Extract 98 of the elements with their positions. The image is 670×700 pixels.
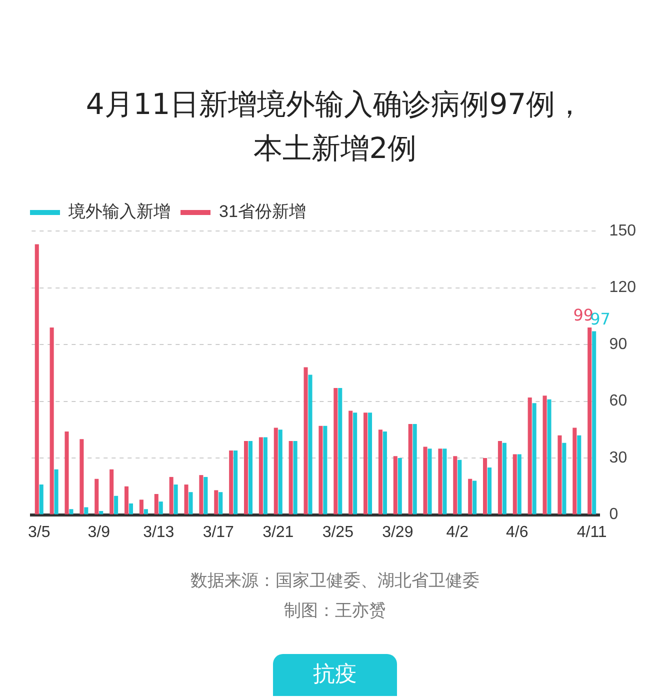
bar (378, 430, 382, 514)
bar (368, 412, 372, 514)
x-tick-label: 4/2 (446, 524, 469, 541)
x-tick-label: 3/9 (88, 524, 110, 541)
bar (483, 458, 488, 514)
bar (364, 412, 368, 514)
bar (577, 435, 582, 514)
x-tick-label: 3/5 (28, 524, 50, 541)
bar (229, 450, 234, 514)
bar (323, 426, 328, 514)
bar (34, 244, 39, 514)
legend-label: 31省份新增 (219, 202, 306, 222)
bar (334, 388, 338, 514)
bar (50, 327, 54, 514)
bar (248, 441, 253, 514)
bar (308, 374, 312, 514)
bar (428, 448, 432, 514)
bar (94, 478, 99, 514)
bar (592, 331, 596, 514)
bar (318, 426, 323, 514)
bar (532, 403, 536, 514)
y-tick-label: 0 (609, 506, 618, 524)
bar (234, 450, 238, 514)
bar (304, 367, 308, 514)
bar (502, 442, 506, 514)
bar (124, 486, 129, 514)
bar (442, 448, 447, 514)
x-tick-label: 3/13 (143, 524, 174, 541)
bar (84, 507, 88, 514)
text: 制图：王亦赟 (283, 600, 387, 623)
bar (472, 480, 477, 514)
bar (199, 475, 204, 514)
bar (128, 503, 134, 514)
bar (154, 494, 158, 514)
bar (423, 446, 428, 514)
x-tick-label: 3/17 (202, 524, 234, 541)
chart-title: 4月11日新增境外输入确诊病例97例，本土新增2例 (85, 86, 585, 167)
bar (64, 432, 69, 514)
bar (288, 441, 293, 514)
x-tick-label: 3/25 (322, 524, 354, 541)
bar (263, 437, 268, 514)
x-tick-label: 3/29 (382, 524, 414, 541)
bar (114, 496, 118, 514)
x-tick-label: 4/11 (576, 524, 607, 541)
bar (458, 460, 462, 514)
bar (139, 500, 144, 514)
bar (39, 484, 44, 514)
bar (293, 441, 298, 514)
bar (512, 454, 517, 514)
bar (542, 396, 547, 514)
bar (393, 456, 398, 514)
bar (204, 476, 208, 514)
bar (158, 502, 163, 514)
bar (69, 509, 74, 514)
text: 抗疫 (273, 654, 397, 696)
bar (218, 492, 223, 514)
source-note: 数据来源：国家卫健委、湖北省卫健委 (190, 570, 480, 593)
x-tick-label: 3/21 (262, 524, 294, 541)
bar (99, 511, 104, 514)
bar (188, 492, 193, 514)
bar (558, 435, 562, 514)
bar (468, 478, 472, 514)
bar (353, 412, 358, 514)
bar (338, 388, 342, 514)
bar (547, 399, 552, 514)
bar (214, 490, 218, 514)
bar (144, 509, 148, 514)
bar (408, 424, 412, 514)
bar (348, 410, 353, 514)
bar (438, 448, 442, 514)
bar (588, 327, 592, 514)
bar (274, 428, 278, 514)
bar (80, 439, 84, 514)
bar (244, 441, 248, 514)
bar (174, 484, 178, 514)
bar (258, 437, 263, 514)
bar (572, 428, 577, 514)
bar (517, 454, 522, 514)
bar (184, 484, 188, 514)
y-tick-label: 60 (609, 392, 628, 410)
bar (382, 432, 387, 514)
y-tick-label: 90 (609, 336, 628, 353)
bar (278, 430, 282, 514)
legend-label: 境外输入新增 (68, 202, 170, 222)
bar (169, 476, 174, 514)
y-tick-label: 30 (609, 449, 628, 466)
bar (487, 468, 492, 514)
bar (110, 469, 114, 514)
bar (528, 397, 532, 514)
y-tick-label: 150 (609, 222, 636, 240)
bar (412, 424, 417, 514)
bar (562, 442, 566, 514)
y-tick-label: 120 (609, 279, 636, 296)
x-tick-label: 4/6 (506, 524, 528, 541)
bar (398, 458, 402, 514)
bar (498, 441, 502, 514)
bar (54, 469, 58, 514)
bar (453, 456, 458, 514)
